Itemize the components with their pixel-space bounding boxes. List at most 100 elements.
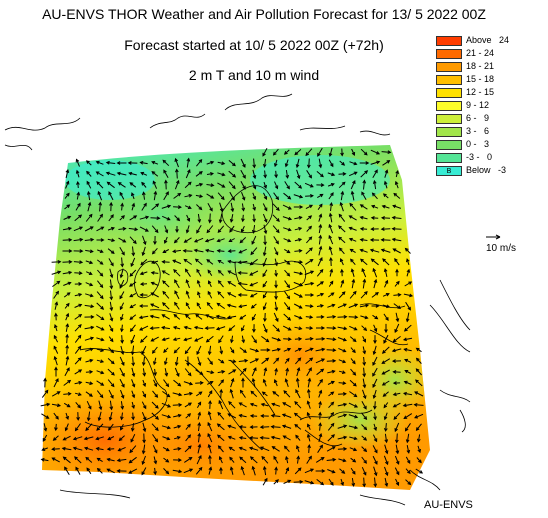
wind-arrowhead — [110, 214, 114, 219]
wind-arrow — [274, 258, 278, 266]
wind-arrowhead — [342, 458, 347, 463]
wind-arrowhead — [330, 422, 335, 427]
wind-arrowhead — [359, 238, 364, 242]
wind-arrow — [173, 414, 181, 418]
wind-arrowhead — [86, 180, 90, 185]
wind-arrowhead — [178, 392, 183, 397]
wind-arrow — [152, 346, 158, 354]
wind-arrowhead — [395, 318, 400, 323]
wind-arrow — [65, 423, 69, 431]
wind-arrow — [371, 217, 379, 219]
wind-arrow — [96, 447, 104, 451]
wind-arrowhead — [164, 372, 169, 377]
wind-arrow — [54, 302, 58, 310]
wind-arrowhead — [174, 362, 179, 367]
wind-arrowhead — [394, 258, 398, 262]
wind-arrowhead — [87, 201, 92, 206]
wind-arrowhead — [121, 361, 125, 366]
wind-arrow — [151, 171, 159, 177]
wind-arrowhead — [72, 436, 77, 441]
wind-arrowhead — [220, 196, 225, 201]
wind-arrowhead — [54, 366, 58, 371]
wind-arrowhead — [76, 416, 80, 421]
wind-arrowhead — [274, 295, 278, 300]
wind-arrowhead — [177, 382, 182, 387]
wind-arrow — [172, 469, 182, 473]
wind-arrowhead — [175, 179, 180, 184]
wind-arrow — [275, 467, 277, 475]
wind-arrow — [293, 271, 303, 275]
wind-arrow — [329, 269, 333, 277]
wind-arrowhead — [252, 206, 256, 212]
wind-arrowhead — [176, 436, 181, 440]
wind-arrowhead — [217, 280, 222, 284]
wind-arrow — [394, 258, 400, 266]
wind-arrowhead — [299, 480, 304, 484]
wind-arrow — [337, 403, 347, 407]
wind-arrow — [84, 326, 94, 330]
wind-arrow — [351, 279, 355, 289]
wind-arrow — [85, 249, 93, 253]
wind-arrow — [74, 293, 82, 297]
wind-arrowhead — [162, 280, 166, 284]
wind-arrow — [43, 423, 47, 431]
wind-arrow — [109, 313, 113, 321]
wind-arrowhead — [207, 432, 211, 437]
wind-arrow — [152, 181, 158, 189]
wind-arrow — [229, 446, 235, 452]
wind-arrowhead — [140, 171, 145, 176]
wind-arrow — [250, 292, 258, 298]
wind-arrow — [337, 414, 347, 418]
wind-arrowhead — [230, 208, 235, 213]
wind-arrowhead — [229, 218, 234, 223]
wind-arrowhead — [415, 347, 420, 352]
wind-arrow — [130, 324, 136, 332]
wind-arrowhead — [285, 467, 290, 472]
wind-arrowhead — [66, 403, 71, 408]
wind-arrowhead — [227, 413, 232, 417]
wind-arrow — [52, 457, 60, 463]
wind-arrow — [381, 249, 391, 253]
wind-arrowhead — [78, 313, 83, 318]
wind-arrow — [349, 336, 357, 342]
wind-arrowhead — [274, 466, 278, 471]
wind-arrowhead — [348, 226, 353, 231]
wind-arrow — [97, 280, 103, 288]
wind-arrowhead — [150, 292, 155, 296]
wind-arrowhead — [229, 456, 233, 461]
wind-arrow — [293, 292, 303, 298]
wind-arrow — [173, 249, 181, 253]
wind-arrowhead — [219, 466, 223, 471]
wind-arrowhead — [242, 174, 246, 179]
wind-arrow — [318, 235, 322, 245]
wind-arrowhead — [343, 326, 348, 331]
wind-arrowhead — [65, 333, 69, 338]
wind-arrowhead — [353, 447, 358, 452]
wind-arrowhead — [299, 194, 304, 199]
wind-arrowhead — [174, 301, 178, 306]
wind-arrowhead — [227, 435, 232, 440]
wind-arrowhead — [380, 248, 385, 253]
wind-arrowhead — [318, 213, 323, 218]
wind-arrow — [230, 213, 234, 223]
wind-arrow — [196, 204, 202, 210]
wind-arrow — [196, 391, 202, 397]
wind-arrowhead — [228, 238, 233, 242]
wind-arrow — [139, 226, 149, 232]
wind-arrowhead — [371, 204, 376, 209]
wind-arrowhead — [297, 357, 302, 362]
wind-arrowhead — [230, 349, 235, 354]
wind-arrow — [327, 304, 335, 308]
wind-arrowhead — [413, 402, 418, 407]
wind-arrow — [284, 181, 290, 189]
wind-arrowhead — [373, 416, 377, 421]
wind-arrow — [218, 335, 224, 343]
wind-arrowhead — [67, 215, 72, 220]
wind-arrow — [162, 291, 170, 299]
wind-arrowhead — [51, 457, 56, 461]
wind-arrowhead — [75, 158, 80, 163]
wind-arrow — [338, 214, 346, 222]
wind-arrow — [263, 246, 267, 256]
wind-arrowhead — [340, 152, 344, 157]
wind-arrowhead — [185, 279, 190, 284]
